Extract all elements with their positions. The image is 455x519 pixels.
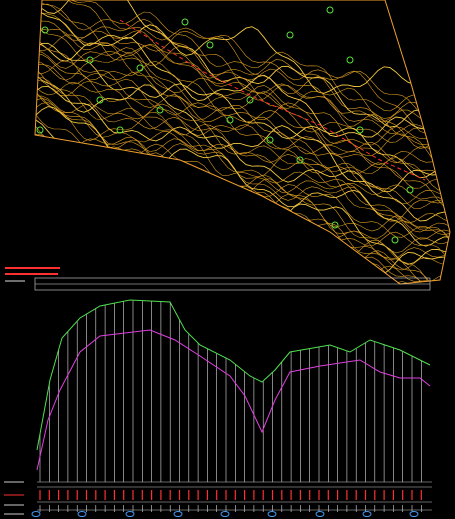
station-marker — [267, 511, 277, 517]
survey-point — [296, 156, 304, 164]
contour — [35, 78, 450, 199]
survey-point — [181, 18, 189, 26]
contour — [35, 34, 450, 169]
station-marker — [31, 511, 41, 517]
survey-point — [346, 56, 354, 64]
contour — [35, 47, 450, 167]
contour — [35, 95, 450, 216]
survey-point — [41, 26, 49, 34]
station-marker — [362, 511, 372, 517]
survey-point — [136, 64, 144, 72]
survey-point — [246, 96, 254, 104]
station-marker — [220, 511, 230, 517]
contour — [35, 77, 450, 209]
station-marker — [77, 511, 87, 517]
station-marker — [409, 511, 419, 517]
contour — [35, 85, 450, 222]
contour — [35, 0, 450, 128]
contour — [35, 53, 450, 175]
survey-point — [206, 41, 214, 49]
grade-line — [36, 329, 431, 471]
survey-point — [116, 126, 124, 134]
route-axis — [119, 19, 426, 181]
survey-point — [406, 186, 414, 194]
contour — [35, 0, 450, 119]
survey-points — [36, 6, 414, 244]
contour — [35, 18, 450, 136]
contour — [35, 66, 450, 193]
survey-point — [391, 236, 399, 244]
survey-point — [86, 56, 94, 64]
terrain-line — [36, 299, 431, 451]
contour — [35, 62, 450, 173]
survey-point — [36, 126, 44, 134]
profile — [4, 299, 432, 517]
survey-point — [356, 126, 364, 134]
station-marker — [315, 511, 325, 517]
contour — [35, 42, 450, 179]
contour — [35, 81, 450, 210]
contour — [35, 106, 450, 247]
contour — [35, 0, 450, 134]
survey-point — [286, 31, 294, 39]
profile-header — [5, 267, 431, 291]
survey-point — [156, 106, 164, 114]
survey-point — [331, 221, 339, 229]
survey-point — [266, 136, 274, 144]
survey-point — [226, 116, 234, 124]
contour — [35, 60, 450, 192]
contour — [35, 2, 450, 119]
contour — [35, 36, 450, 159]
survey-point — [326, 6, 334, 14]
survey-point — [96, 96, 104, 104]
station-marker — [125, 511, 135, 517]
station-marker — [173, 511, 183, 517]
contour — [35, 133, 450, 250]
contour — [35, 54, 450, 189]
